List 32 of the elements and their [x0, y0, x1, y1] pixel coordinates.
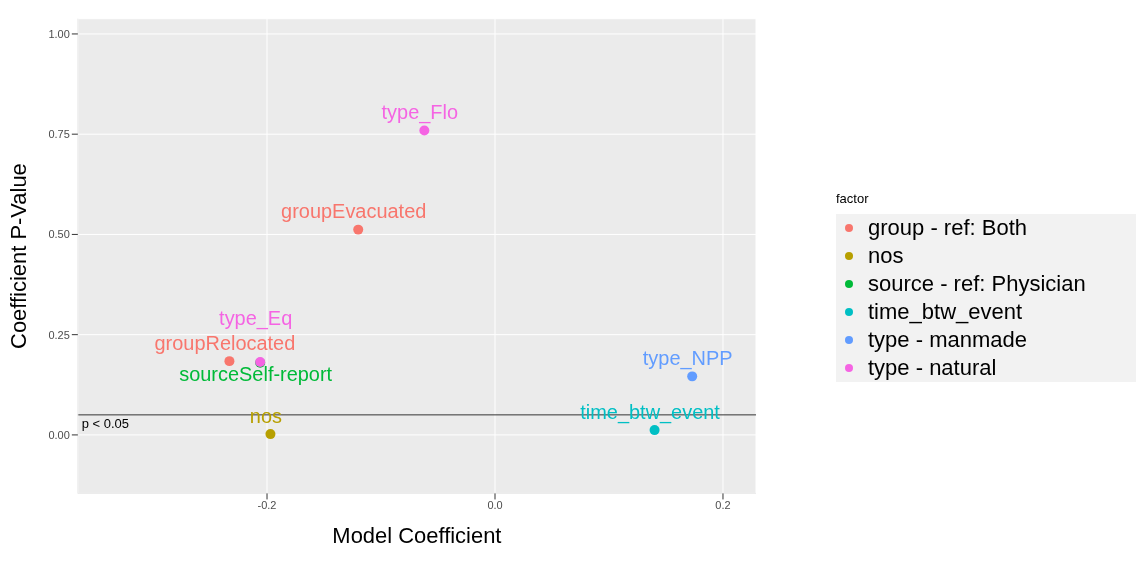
data-label: groupEvacuated: [281, 200, 427, 223]
point: [687, 371, 698, 382]
y-tick-label: 0.75: [48, 128, 70, 141]
legend-label: time_btw_event: [868, 298, 1023, 325]
x-axis-title: Model Coefficient: [332, 523, 502, 549]
data-label: nos: [249, 404, 283, 427]
y-tick-label: 0.25: [48, 328, 70, 341]
data-label: groupRelocated: [154, 331, 296, 354]
point: [649, 425, 660, 436]
data-label: type_Eq: [219, 306, 293, 330]
legend-label: group - ref: Both: [868, 214, 1027, 241]
data-label: type_Flo: [381, 101, 459, 125]
data-label: time_btw_event: [580, 400, 721, 424]
x-tick-label: 0.2: [715, 499, 731, 512]
legend-label: source - ref: Physician: [868, 270, 1086, 297]
point: [265, 429, 276, 440]
y-axis-title: Coefficient P-Value: [5, 163, 31, 349]
point: [419, 125, 430, 136]
y-tick-label: 0.50: [48, 228, 70, 241]
y-tick-label: 1.00: [48, 27, 70, 40]
legend-title: factor: [836, 190, 870, 206]
x-tick-label: -0.2: [257, 499, 277, 512]
ref-line-label: p < 0.05: [81, 416, 129, 432]
data-label: type_NPP: [642, 346, 733, 370]
legend-label: nos: [868, 242, 904, 269]
point: [353, 224, 364, 235]
point: [224, 356, 235, 367]
legend-label: type - manmade: [868, 326, 1027, 353]
legend-label: type - natural: [868, 354, 997, 381]
x-tick-label: 0.0: [487, 499, 503, 512]
data-label: sourceSelf-report: [179, 363, 333, 386]
y-tick-label: 0.00: [48, 428, 70, 441]
